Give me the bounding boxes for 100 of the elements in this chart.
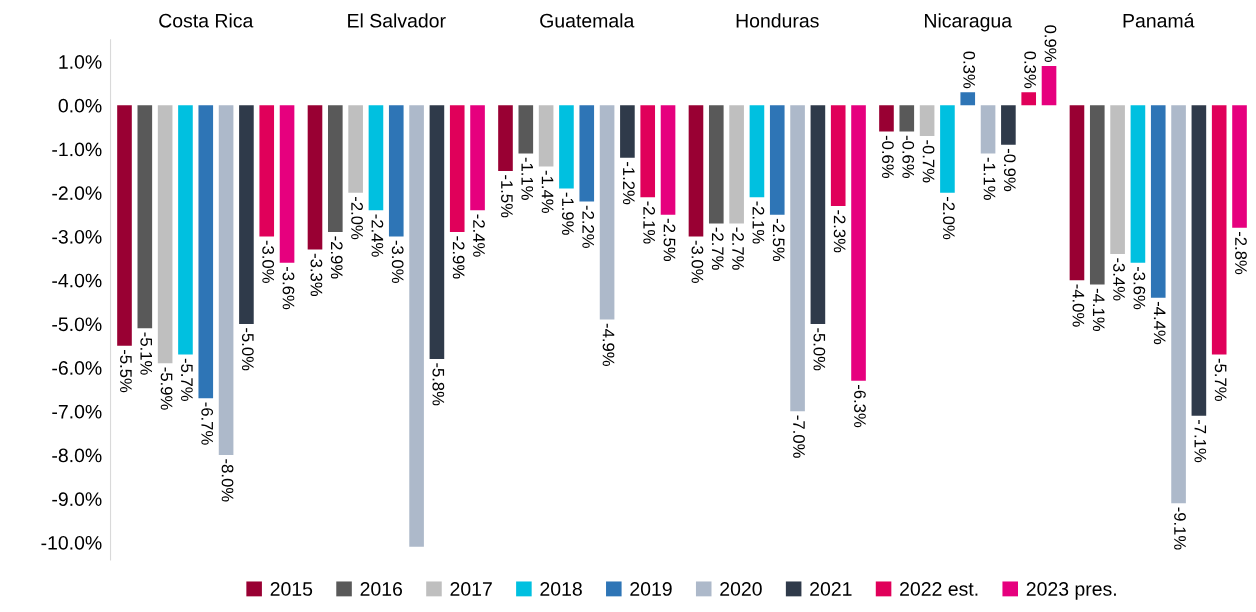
bar [879, 105, 894, 132]
data-label: -0.6% [902, 135, 915, 179]
bar [198, 105, 214, 399]
y-tick-label: 1.0% [59, 55, 102, 69]
legend-label: 2020 [720, 582, 762, 596]
data-label: -2.4% [473, 214, 485, 257]
bar [239, 105, 254, 324]
data-label: 0.3% [963, 51, 976, 89]
data-label: -5.8% [432, 363, 445, 406]
bar [1089, 105, 1105, 285]
y-tick-label: -3.0% [52, 229, 102, 244]
data-label: -3.4% [1113, 258, 1125, 301]
data-label: -2.5% [772, 218, 785, 262]
data-label: -6.7% [201, 402, 214, 445]
data-label: -2.1% [643, 201, 656, 244]
data-label: -2.9% [452, 236, 465, 279]
bar [729, 105, 744, 224]
bar [579, 105, 595, 202]
bar [538, 105, 554, 167]
data-label: -1.2% [622, 162, 635, 205]
data-label: -1.5% [501, 175, 513, 218]
bar [368, 105, 384, 211]
y-tick-label: -9.0% [52, 492, 102, 507]
bar [559, 105, 574, 189]
bar [749, 105, 765, 198]
bar [157, 105, 173, 364]
bar [940, 105, 955, 193]
legend-label: 2021 [810, 582, 852, 596]
data-label: -8.0% [221, 459, 234, 502]
data-label: -5.9% [160, 367, 173, 410]
data-label: -4.0% [1072, 284, 1085, 327]
data-label: -6.3% [854, 384, 866, 428]
data-label: 0.9% [1044, 25, 1057, 62]
legend-label: 2016 [360, 582, 403, 596]
bar [960, 92, 976, 106]
bar [449, 105, 465, 233]
bar [137, 105, 153, 329]
data-label: -2.5% [663, 218, 676, 262]
bar [810, 105, 826, 324]
bar [919, 105, 935, 136]
data-label: -5.7% [180, 358, 193, 401]
data-label: -4.4% [1153, 301, 1166, 345]
x-tick-label: Honduras [736, 13, 819, 28]
data-label: -2.4% [371, 214, 384, 257]
bar [1211, 105, 1227, 355]
data-label: -7.0% [793, 415, 805, 458]
data-label: -5.5% [120, 350, 132, 393]
data-label: -9.1% [1174, 507, 1186, 550]
bar [1110, 105, 1125, 254]
x-tick-label: Panamá [1123, 13, 1195, 28]
data-label: -0.9% [1003, 148, 1016, 192]
bar [688, 105, 704, 237]
data-label: 0.3% [1024, 51, 1037, 89]
y-tick-label: -1.0% [52, 142, 102, 157]
bar [470, 105, 485, 211]
bar [178, 105, 193, 355]
data-label: -1.1% [521, 157, 534, 200]
y-tick-label: -5.0% [52, 317, 102, 332]
y-tick-label: 0.0% [58, 98, 102, 113]
data-label: -1.1% [983, 157, 996, 200]
data-label: -5.7% [1214, 358, 1227, 401]
bar [279, 105, 295, 263]
data-label: -2.7% [711, 227, 724, 270]
data-label: -2.0% [942, 197, 955, 240]
legend-label: 2023 pres. [1026, 582, 1116, 600]
y-tick-label: -10.0% [41, 535, 102, 550]
bar [307, 105, 323, 250]
legend-label: 2018 [540, 582, 582, 596]
y-tick-label: -6.0% [52, 361, 102, 375]
data-label: -4.1% [1092, 288, 1105, 332]
bar [429, 105, 445, 359]
x-tick-label: Nicaragua [925, 13, 1013, 32]
data-label: -7.1% [1194, 419, 1207, 463]
legend-label: 2015 [270, 582, 313, 596]
y-tick-label: -2.0% [52, 186, 102, 201]
bar [1130, 105, 1146, 263]
legend-label: 2022 est. [900, 582, 978, 596]
bar [348, 105, 363, 193]
bar [409, 105, 424, 547]
bar [1041, 66, 1057, 106]
bar [1001, 105, 1016, 145]
data-label: -3.0% [691, 240, 704, 283]
data-label: -5.1% [140, 332, 153, 375]
bar [830, 105, 846, 206]
bar [769, 105, 785, 215]
x-tick-label: Guatemala [540, 13, 635, 28]
bar [1232, 105, 1247, 228]
bar [599, 105, 615, 320]
y-tick-label: -4.0% [52, 273, 102, 288]
data-label: -3.0% [262, 240, 275, 283]
x-tick-label: Costa Rica [159, 13, 254, 28]
bar [1191, 105, 1207, 416]
bar [117, 105, 132, 346]
data-label: -5.0% [241, 328, 254, 371]
bar [851, 105, 866, 381]
data-label: -0.6% [882, 135, 894, 179]
bar [708, 105, 724, 224]
bar [518, 105, 534, 154]
bar [498, 105, 513, 171]
data-label: -1.9% [561, 192, 574, 235]
